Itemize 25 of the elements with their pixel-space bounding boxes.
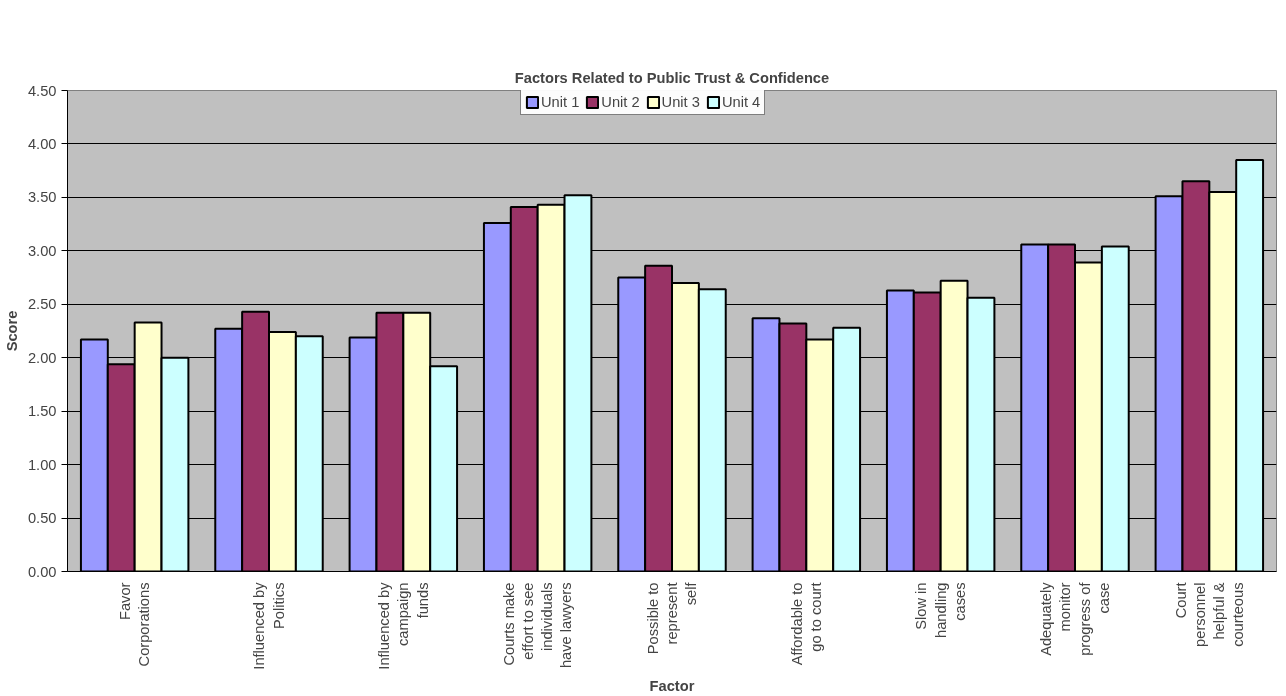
y-tick-label: 1.50 — [27, 403, 57, 420]
y-tick-label: 4.00 — [27, 135, 57, 152]
y-tick-label: 4.50 — [27, 82, 57, 99]
x-tick-label: Court personnel helpful & courteous — [1172, 582, 1247, 647]
y-tick-label: 1.00 — [27, 456, 57, 473]
x-tick-label: Influenced by Politics — [251, 581, 287, 670]
x-tick-label: Affordable to go to court — [788, 582, 824, 666]
x-axis-title: Factor — [649, 677, 695, 694]
legend-label: Unit 1 — [541, 94, 580, 110]
legend-label: Unit 2 — [601, 94, 640, 110]
legend-label: Unit 3 — [661, 94, 700, 110]
x-tick-label: Slow in handling cases — [913, 582, 968, 638]
legend-label: Unit 4 — [721, 94, 761, 110]
y-tick-label: 3.50 — [27, 189, 57, 206]
y-tick-label: 2.50 — [27, 296, 57, 313]
y-tick-label: 3.00 — [27, 242, 57, 259]
x-tick-label: Favor Corporations — [117, 582, 153, 667]
chart-title: Factors Related to Public Trust & Confidence — [514, 69, 830, 86]
y-axis-title: Score — [3, 310, 20, 352]
y-tick-label: 0.50 — [27, 510, 57, 527]
y-tick-label: 2.00 — [27, 349, 57, 366]
y-tick-label: 0.00 — [27, 563, 57, 580]
x-tick-label: Influenced by campaign funds — [376, 581, 431, 670]
x-tick-label: Adequately monitor progress of case — [1038, 581, 1112, 656]
x-tick-label: Possible to represent self — [644, 581, 700, 655]
